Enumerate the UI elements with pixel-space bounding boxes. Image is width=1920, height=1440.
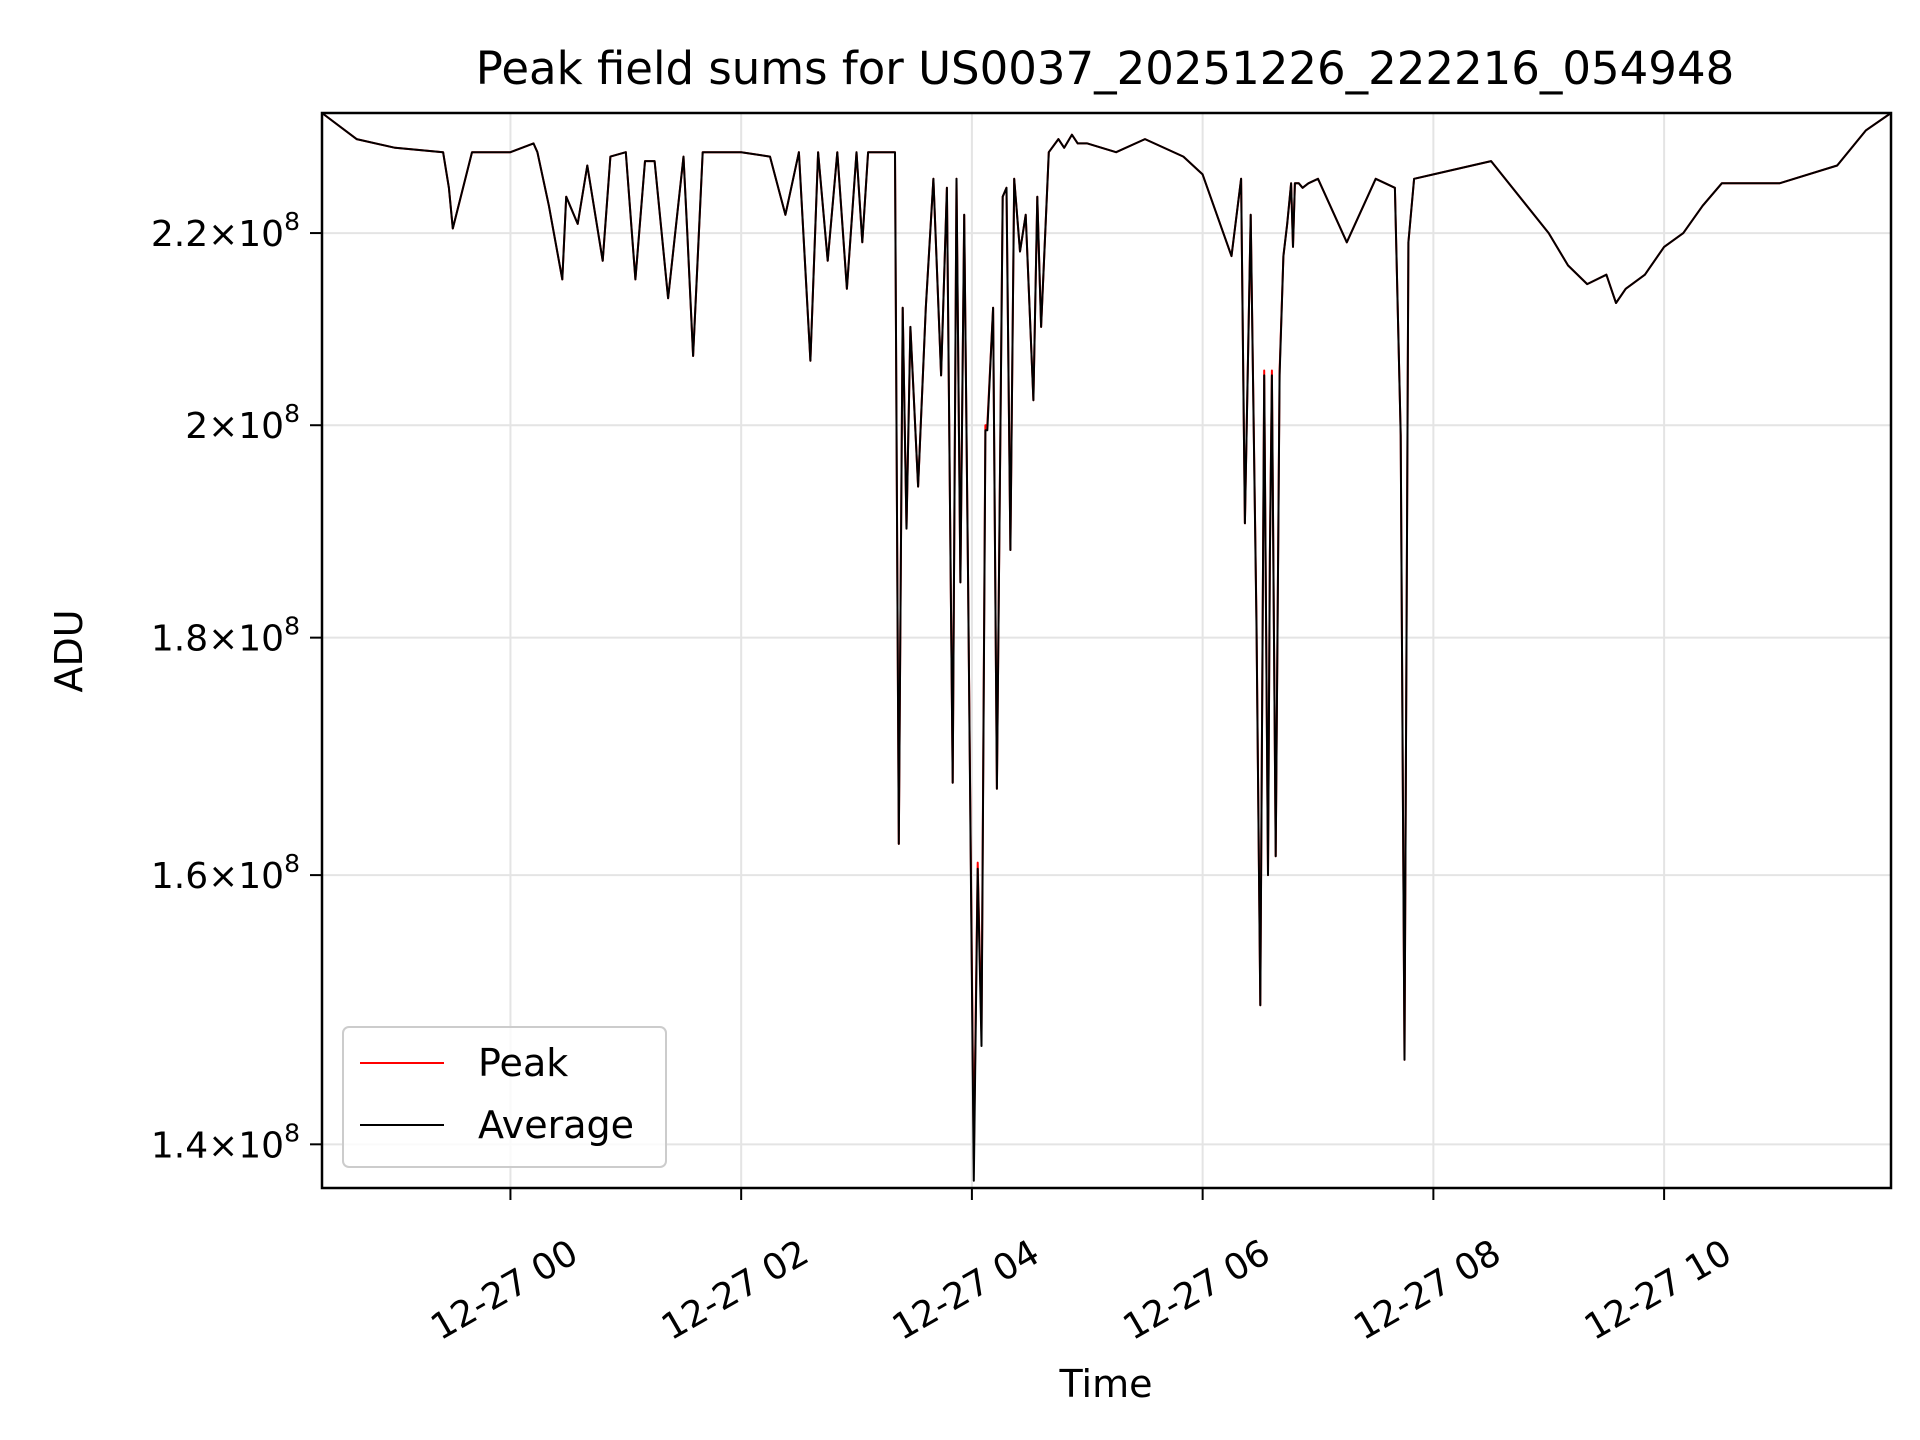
y-tick-label-3: 2×108 [185, 399, 300, 447]
y-tick-label-2: 1.8×108 [151, 612, 300, 660]
x-tick-label-2: 12-27 04 [886, 1232, 1047, 1348]
y-axis-ticks: 1.4×108 1.6×108 1.8×108 2×108 2.2×108 [151, 207, 322, 1166]
legend-label-average: Average [478, 1103, 634, 1147]
x-tick-label-3: 12-27 06 [1116, 1232, 1277, 1348]
series-lines [321, 112, 1892, 1182]
legend-label-peak: Peak [478, 1041, 568, 1085]
x-axis-ticks: 12-27 00 12-27 02 12-27 04 12-27 06 12-27 08… [424, 1188, 1739, 1349]
x-tick-label-1: 12-27 02 [655, 1232, 816, 1348]
y-tick-label-4: 2.2×108 [151, 207, 300, 255]
chart-title: Peak field sums for US0037_20251226_2222… [476, 42, 1734, 95]
y-tick-label-0: 1.4×108 [151, 1118, 300, 1166]
x-tick-label-0: 12-27 00 [424, 1232, 585, 1348]
series-line-peak [321, 112, 1892, 1160]
x-tick-label-5: 12-27 10 [1578, 1232, 1739, 1348]
y-tick-label-1: 1.6×108 [151, 849, 300, 897]
plot-frame [320, 111, 1893, 1190]
x-axis-label: Time [1059, 1362, 1153, 1406]
y-axis-label: ADU [47, 609, 91, 692]
series-line-average [321, 112, 1892, 1182]
legend: Peak Average [342, 1026, 667, 1168]
x-tick-label-4: 12-27 08 [1347, 1232, 1508, 1348]
